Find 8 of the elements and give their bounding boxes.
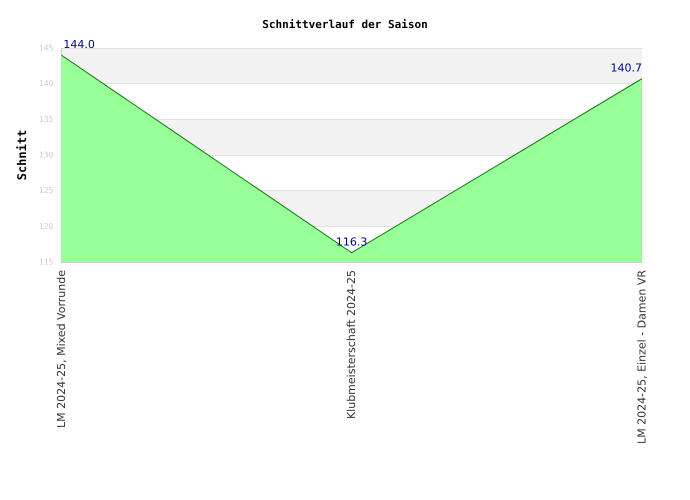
x-tick-label: LM 2024-25, Einzel - Damen VR <box>636 270 648 444</box>
data-label: 144.0 <box>63 38 95 52</box>
x-tick-label: Klubmeisterschaft 2024-25 <box>345 270 358 420</box>
data-label: 140.7 <box>610 62 642 75</box>
y-axis-title: Schnitt <box>15 130 29 180</box>
x-tick-label: LM 2024-25, Mixed Vorrunde <box>54 270 68 428</box>
data-label: 116.3 <box>336 236 368 249</box>
chart-title: Schnittverlauf der Saison <box>262 18 428 31</box>
